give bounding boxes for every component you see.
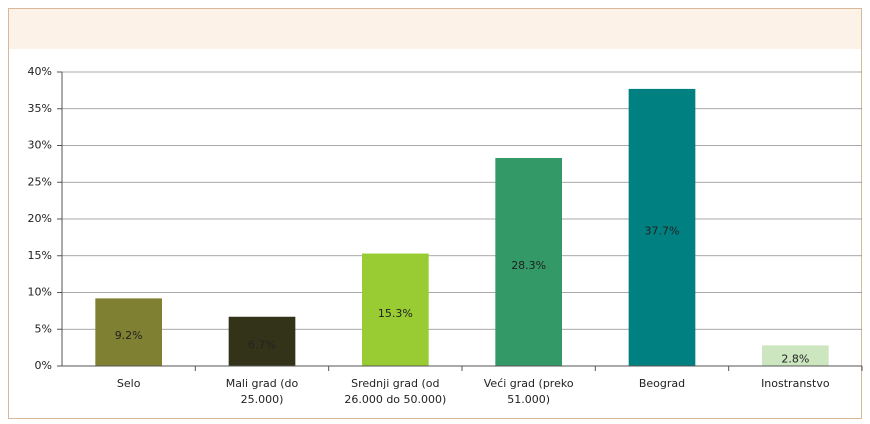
bar: [362, 253, 429, 366]
y-tick-label: 40%: [28, 65, 52, 78]
x-tick-label: Beograd: [638, 377, 686, 390]
x-tick-label: Mali grad (do 25.000): [225, 377, 299, 406]
y-tick-label: 25%: [28, 175, 52, 188]
y-tick-label: 0%: [35, 359, 52, 372]
x-tick-label: Selo: [116, 377, 141, 390]
bar: [95, 298, 162, 366]
value-label: 37.7%: [645, 224, 680, 237]
bar: [628, 88, 696, 366]
bar: [762, 345, 829, 366]
y-tick-label: 35%: [28, 102, 52, 115]
y-tick-label: 10%: [28, 286, 52, 299]
value-label: 6.7%: [248, 338, 276, 351]
y-tick-label: 5%: [35, 322, 52, 335]
x-tick-label: Srednji grad (od 26.000 do 50.000): [344, 377, 447, 406]
value-label: 2.8%: [781, 353, 809, 366]
header-band: [9, 9, 861, 49]
x-tick-label: Veći grad (preko 51.000): [483, 377, 574, 406]
value-label: 15.3%: [378, 307, 413, 320]
y-tick-label: 30%: [28, 139, 52, 152]
bar: [495, 157, 562, 366]
y-tick-label: 15%: [28, 249, 52, 262]
value-label: 28.3%: [511, 259, 546, 272]
bar: [228, 316, 296, 366]
x-tick-label: Inostranstvo: [761, 377, 830, 390]
y-tick-label: 20%: [28, 212, 52, 225]
value-label: 9.2%: [115, 329, 143, 342]
